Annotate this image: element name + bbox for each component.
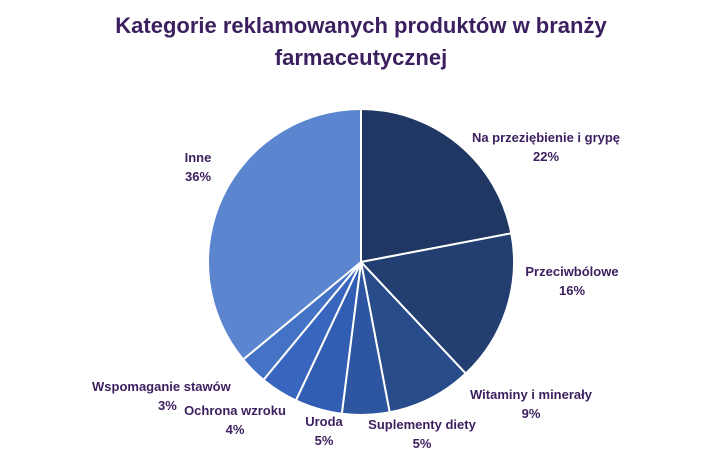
slice-name: Suplementy diety <box>368 417 476 432</box>
slice-value: 9% <box>521 406 541 421</box>
chart-title: Kategorie reklamowanych produktów w bran… <box>115 13 607 70</box>
slice-name: Na przeziębienie i grypę <box>471 130 621 145</box>
pie-slice <box>359 232 515 375</box>
slice-value: 5% <box>412 436 432 451</box>
slice-label: Uroda 5% <box>294 412 354 450</box>
slice-value: 36% <box>184 169 212 184</box>
slice-label: Wspomaganie stawów 3% <box>92 377 252 415</box>
slice-name: Wspomaganie stawów <box>92 379 231 394</box>
slice-value: 22% <box>532 149 560 164</box>
slice-label: Witaminy i minerały 9% <box>461 385 601 423</box>
pie-slice <box>359 258 468 414</box>
slice-value: 4% <box>225 422 245 437</box>
pie-slice <box>207 107 362 361</box>
slice-name: Ochrona wzroku <box>184 403 286 418</box>
pie-slice <box>360 107 513 264</box>
slice-label: Suplementy diety 5% <box>354 415 490 453</box>
slice-value: 3% <box>158 398 177 413</box>
slice-name: Przeciwbólowe <box>525 264 619 279</box>
slice-label: Przeciwbólowe 16% <box>516 262 628 300</box>
slice-value: 16% <box>558 283 586 298</box>
slice-value: 5% <box>314 433 334 448</box>
slice-label: Ochrona wzroku 4% <box>175 401 295 439</box>
slice-label: Na przeziębienie i grypę 22% <box>466 128 626 166</box>
slice-name: Uroda <box>305 414 343 429</box>
slice-name: Witaminy i minerały <box>470 387 592 402</box>
slice-name: Inne <box>184 150 212 165</box>
slice-label: Inne 36% <box>176 148 220 186</box>
